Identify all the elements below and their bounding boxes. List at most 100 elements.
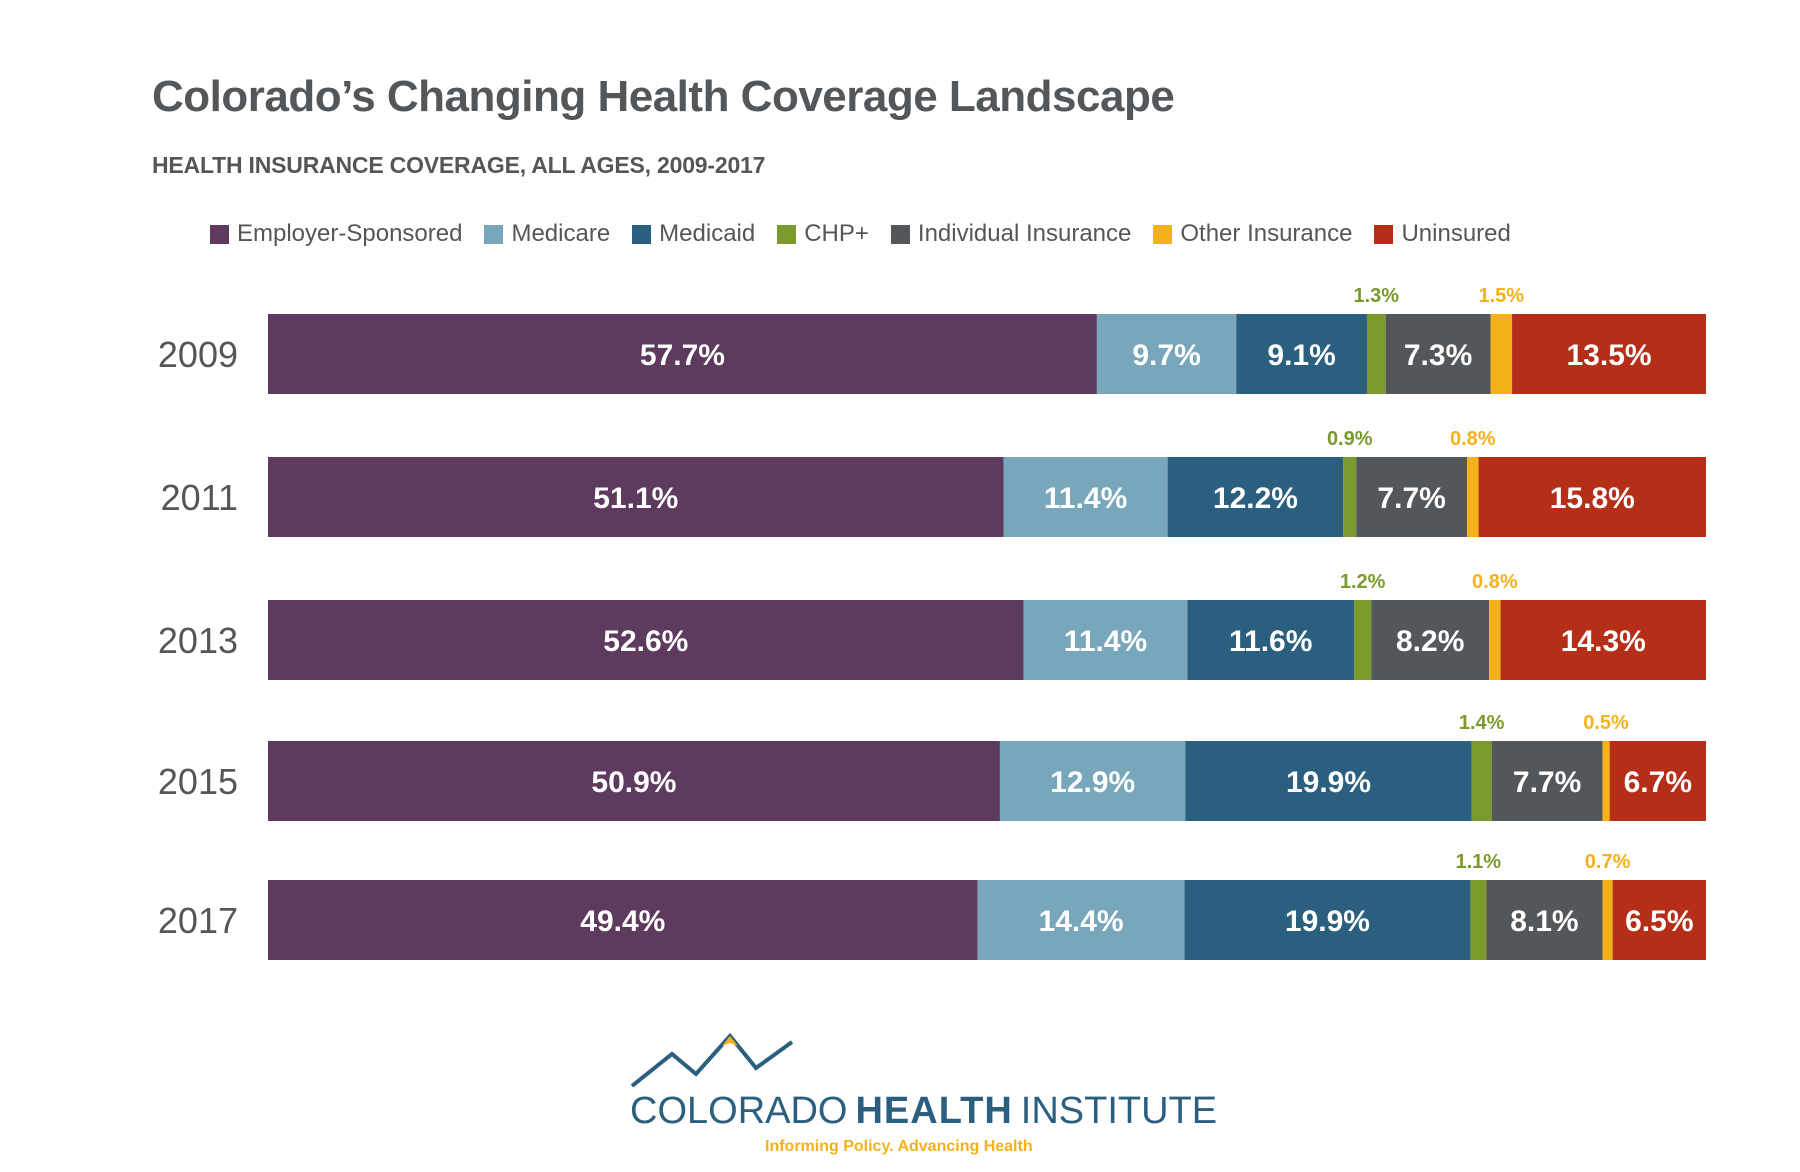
data-label: 1.1% [1456,851,1502,873]
colorado-health-institute-logo: COLORADO HEALTH INSTITUTE Informing Policy… [630,1030,1217,1155]
bar-segment [1500,600,1706,680]
bar-segment [1609,741,1706,821]
bar-segment [1003,457,1168,537]
data-label: 8.2% [1396,625,1464,658]
data-label: 13.5% [1566,339,1651,372]
bar-segment [1366,314,1386,394]
bar-segment [1470,880,1487,960]
bar-segment [1356,457,1468,537]
bar-segment [999,741,1186,821]
data-label: 1.4% [1459,712,1505,734]
logo-word-institute: INSTITUTE [1020,1090,1218,1132]
bar-segment [1371,600,1490,680]
bar-segment [1490,314,1513,394]
logo-word-health: HEALTH [855,1090,1013,1132]
data-label: 57.7% [640,339,725,372]
data-label: 11.4% [1064,625,1147,658]
legend-item: Employer-Sponsored [210,220,462,248]
bar-segment [1491,741,1603,821]
data-label: 14.3% [1561,625,1646,658]
bar-segment [268,457,1004,537]
bar-segment [1354,600,1372,680]
bar-segment [1185,741,1472,821]
bar-row-2017: 2017 49.4% 14.4% 19.9% 1.1% 8.1% 0.7% 6.5% [158,851,1706,960]
data-label: 19.9% [1286,766,1371,799]
legend-item: Medicare [484,220,610,248]
data-label: 8.1% [1510,905,1578,938]
bar-segment [1023,600,1188,680]
data-label: 14.4% [1039,905,1124,938]
bar-segment [1236,314,1367,394]
y-tick-label: 2013 [158,620,238,661]
bar-segment [1478,457,1706,537]
legend-swatch [890,224,910,244]
bar-segment [268,600,1024,680]
bar-segment [1467,457,1479,537]
stacked-bar-chart: 2009 57.7% 9.7% 9.1% 1.3% 7.3% 1.5% 13.5% 2011 51… [158,285,1706,960]
data-label: 0.8% [1450,428,1496,450]
y-tick-label: 2017 [158,900,238,941]
data-label: 12.9% [1050,766,1135,799]
legend-swatch [484,224,504,244]
data-label: 9.1% [1267,339,1335,372]
y-tick-label: 2011 [161,477,238,518]
y-tick-label: 2009 [158,334,238,375]
bar-segment [1096,314,1237,394]
data-label: 50.9% [591,766,676,799]
legend-swatch [777,224,797,244]
legend-label: Other Insurance [1180,220,1353,247]
bar-segment [1343,457,1357,537]
legend-item: Medicaid [632,220,755,248]
logo-tagline: Informing Policy. Advancing Health [765,1138,1033,1155]
bar-segment [1512,314,1706,394]
data-label: 9.7% [1132,339,1200,372]
bar-segment [1471,741,1492,821]
data-label: 0.5% [1583,712,1629,734]
data-label: 7.3% [1404,339,1472,372]
data-label: 0.9% [1327,428,1373,450]
data-label: 6.5% [1625,905,1693,938]
data-label: 6.7% [1624,766,1692,799]
legend-swatch [632,224,652,244]
data-label: 11.6% [1229,625,1312,658]
bar-segment [977,880,1185,960]
bar-row-2009: 2009 57.7% 9.7% 9.1% 1.3% 7.3% 1.5% 13.5% [158,285,1706,394]
legend-swatch [1374,224,1394,244]
logo-word-colorado: COLORADO [630,1090,848,1132]
chart-title: Colorado’s Changing Health Coverage Land… [152,72,1175,121]
legend-label: Individual Insurance [917,220,1132,247]
legend-swatch [210,224,229,244]
data-label: 0.8% [1472,571,1518,593]
chart-subtitle: HEALTH INSURANCE COVERAGE, ALL AGES, 200… [152,152,766,178]
bar-row-2011: 2011 51.1% 11.4% 12.2% 0.9% 7.7% 0.8% 15.8% [161,428,1706,537]
bar-segment [1612,880,1706,960]
bar-segment [268,741,1000,821]
mountain-logo-icon [630,1032,794,1088]
bar-segment [1385,314,1491,394]
legend-label: Employer-Sponsored [237,220,463,247]
data-label: 52.6% [603,625,688,658]
bar-segment [1184,880,1471,960]
data-label: 51.1% [593,482,678,515]
bar-row-2013: 2013 52.6% 11.4% 11.6% 1.2% 8.2% 0.8% 14.3% [158,571,1706,680]
legend-label: Medicare [511,220,611,247]
legend-label: Medicaid [659,220,756,247]
bar-segment [1602,741,1610,821]
data-label: 1.2% [1340,571,1386,593]
data-label: 1.3% [1354,285,1400,307]
legend-label: Uninsured [1401,220,1511,247]
bar-segment [1486,880,1603,960]
data-label: 19.9% [1285,905,1370,938]
y-tick-label: 2015 [158,761,238,802]
data-label: 15.8% [1550,482,1635,515]
legend-item: CHP+ [777,220,869,248]
data-label: 0.7% [1585,851,1631,873]
bar-segment [1187,600,1355,680]
legend-label: CHP+ [804,220,869,247]
bar-row-2015: 2015 50.9% 12.9% 19.9% 1.4% 7.7% 0.5% 6.7% [158,712,1706,821]
data-label: 11.4% [1044,482,1127,515]
data-label: 7.7% [1513,766,1581,799]
data-label: 49.4% [580,905,665,938]
legend-item: Uninsured [1374,220,1511,248]
legend-item: Individual Insurance [890,220,1132,248]
